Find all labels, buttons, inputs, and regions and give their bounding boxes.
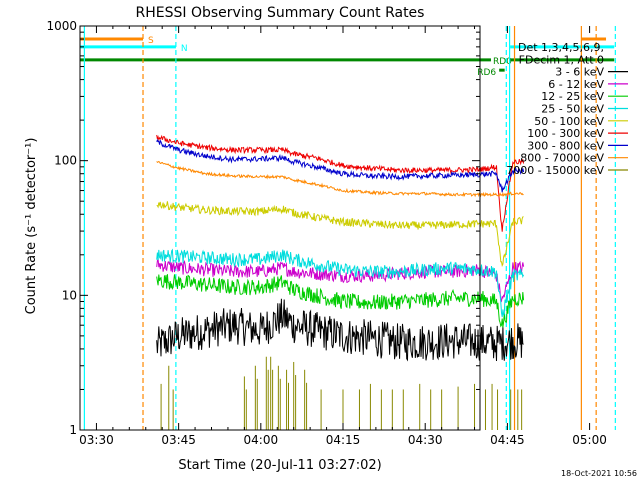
chart-title: RHESSI Observing Summary Count Rates (136, 5, 425, 21)
legend-label: 300 - 800 keV (527, 139, 604, 152)
legend-label: 800 - 7000 keV (520, 152, 604, 165)
legend-label: 100 - 300 keV (527, 127, 604, 140)
segment-label-s: S (148, 36, 154, 46)
segment-label-n: N (181, 44, 188, 54)
series-4 (156, 248, 525, 318)
x-tick-label: 04:30 (408, 433, 443, 447)
x-tick-label: 05:00 (572, 433, 607, 447)
series-7 (156, 138, 525, 193)
legend-label: 3 - 6 keV (555, 66, 604, 79)
segment-label-rd6: RD6 (477, 68, 496, 78)
series-line-1 (156, 298, 524, 362)
x-tick-label: 04:15 (326, 433, 361, 447)
series-line-4 (156, 248, 525, 318)
legend-label: 12 - 25 keV (541, 90, 604, 103)
x-tick-label: 03:30 (79, 433, 114, 447)
x-tick-label: 03:45 (161, 433, 196, 447)
x-tick-label: 04:45 (490, 433, 525, 447)
y-tick-label: 1000 (46, 19, 77, 33)
series-6 (156, 134, 525, 232)
footer-date: 18-Oct-2021 10:56 (561, 469, 637, 478)
x-axis-label: Start Time (20-Jul-11 03:27:02) (178, 458, 381, 473)
series-line-5 (156, 201, 524, 268)
legend-label: 6 - 12 keV (548, 78, 604, 91)
series-line-7 (156, 138, 525, 193)
series-3 (156, 274, 525, 328)
legend-header-line: Det 1,3,4,5,6,9, (518, 41, 604, 54)
y-tick-label: 10 (62, 288, 77, 302)
legend-label: 7000 - 15000 keV (506, 164, 604, 177)
y-tick-label: 100 (54, 154, 77, 168)
y-axis-label: Count Rate (s⁻¹ detector⁻¹) (24, 138, 39, 315)
legend-label: 25 - 50 keV (541, 103, 604, 116)
series-8 (156, 160, 524, 198)
legend-label: 50 - 100 keV (534, 115, 604, 128)
series-1 (156, 298, 524, 362)
series-5 (156, 201, 524, 268)
series-line-6 (156, 134, 525, 232)
segment-label-rd0: RD0 (493, 57, 512, 67)
series-line-8 (156, 160, 524, 198)
legend-header-line: FDecim 1, Att 0 (519, 53, 604, 66)
x-tick-label: 04:00 (244, 433, 279, 447)
y-tick-label: 1 (69, 423, 77, 437)
plot-frame (79, 25, 481, 431)
series-line-3 (156, 274, 525, 328)
